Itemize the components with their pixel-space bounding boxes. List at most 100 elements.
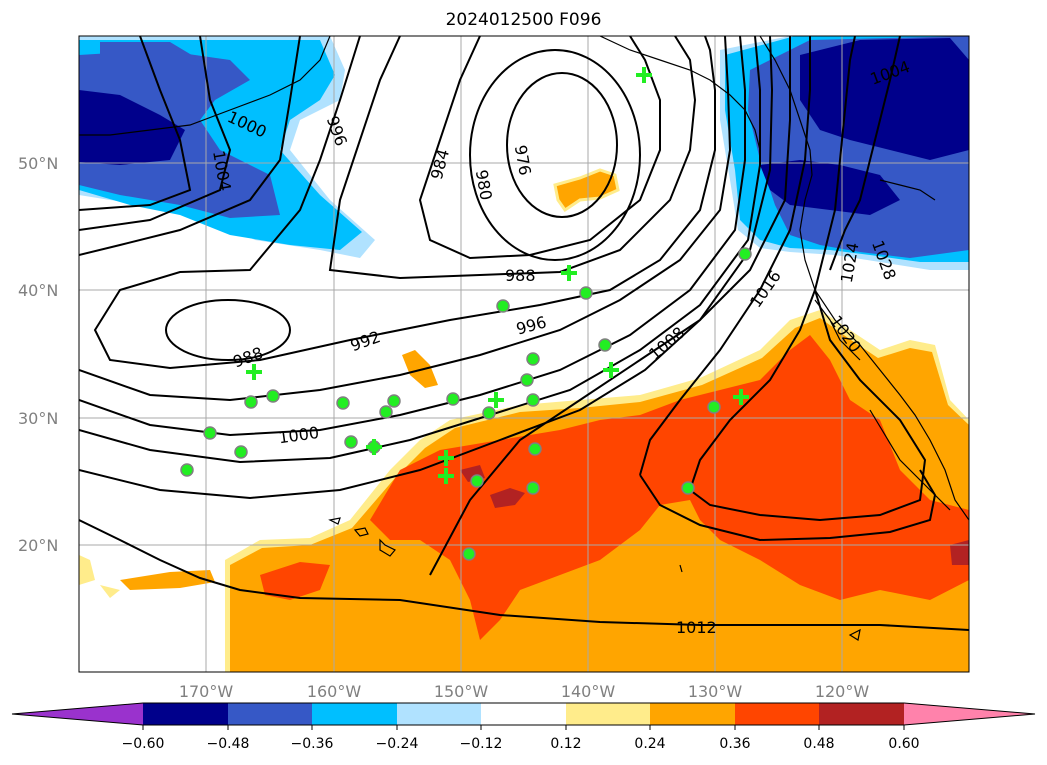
station-circle-marker [470, 474, 484, 488]
isobar-1028 [829, 36, 901, 271]
colorbar-tick-label: 0.24 [634, 736, 665, 752]
colorbar-tick-label: −0.48 [207, 736, 250, 752]
lon-label: 170°W [179, 682, 234, 701]
isobar-1008 [79, 36, 774, 500]
isobar-contours [79, 36, 969, 631]
station-plus-marker [636, 67, 652, 83]
isobar-992 [93, 36, 716, 370]
isobar-1016 [639, 36, 937, 542]
station-circle-marker [462, 547, 476, 561]
station-circle-marker [203, 426, 217, 440]
neg-anomaly-dark-nw [79, 90, 185, 165]
pos-anomaly-light-sw-2 [100, 585, 120, 598]
map-frame [78, 35, 970, 673]
contour-label: 1012 [676, 618, 717, 637]
station-circle-marker [266, 389, 280, 403]
station-markers [180, 247, 752, 561]
colorbar-tick-label: 0.36 [719, 736, 750, 752]
isobar-976 [506, 72, 618, 218]
colorbar-tick-label: 0.48 [803, 736, 834, 752]
colorbar-segment [481, 703, 566, 725]
colorbar-tick-label: 0.60 [888, 736, 919, 752]
isobar-988-low [165, 299, 291, 361]
pos-anomaly-orange-gulf [555, 170, 618, 210]
isobar-1012 [79, 36, 969, 631]
colorbar-segment [397, 703, 481, 725]
station-plus-marker [366, 439, 382, 455]
lon-label: 120°W [815, 682, 870, 701]
station-circle-marker [738, 247, 752, 261]
colorbar-segment [312, 703, 397, 725]
pos-anomaly-red-main [370, 335, 969, 640]
station-circle-marker [379, 405, 393, 419]
colorbar-segment [143, 703, 228, 725]
colorbar: −0.60 −0.48 −0.36 −0.24 −0.12 0.12 0.24 … [11, 702, 1036, 752]
colorbar-tick-label: 0.12 [550, 736, 581, 752]
lon-label: 160°W [307, 682, 362, 701]
isobar-1004 [79, 36, 761, 464]
colorbar-segment [650, 703, 735, 725]
isobar-1000 [79, 36, 746, 437]
station-plus-marker [603, 362, 619, 378]
pos-anomaly-darkred-3 [950, 540, 969, 565]
station-circle-marker [598, 338, 612, 352]
station-plus-marker [246, 364, 262, 380]
station-circle-marker [446, 392, 460, 406]
colorbar-segment [228, 703, 312, 725]
station-plus-markers [246, 67, 749, 484]
station-circle-marker [336, 396, 350, 410]
isobar-980 [469, 49, 641, 261]
colorbar-segment [566, 703, 650, 725]
station-circle-marker [528, 442, 542, 456]
pos-anomaly-red-west [260, 562, 330, 600]
lon-label: 130°W [688, 682, 743, 701]
station-circle-marker [496, 299, 510, 313]
station-circle-marker [387, 394, 401, 408]
contour-label: 988 [505, 266, 536, 285]
isobar-984 [418, 36, 661, 260]
station-circle-marker [707, 400, 721, 414]
station-plus-marker [438, 468, 454, 484]
colorbar-extend-low [12, 703, 143, 725]
isobar-1024 [814, 36, 856, 291]
isobar-996 [79, 36, 732, 402]
station-plus-marker [733, 389, 749, 405]
station-circle-marker [482, 406, 496, 420]
lat-label: 40°N [18, 281, 58, 300]
colorbar-segment [819, 703, 904, 725]
pos-anomaly-light-gulf [553, 168, 620, 213]
station-circle-marker [526, 352, 540, 366]
station-circle-marker [520, 373, 534, 387]
pos-anomaly-light-sw [79, 555, 95, 585]
station-circle-marker [180, 463, 194, 477]
isobar-988 [328, 36, 697, 280]
colorbar-segment [735, 703, 819, 725]
graticule [79, 36, 969, 672]
station-plus-marker [438, 450, 454, 466]
colorbar-tick-label: −0.24 [376, 736, 419, 752]
neg-anomaly-dark-ne-2 [760, 160, 900, 215]
station-circle-marker [344, 435, 358, 449]
colorbar-tick-label: −0.12 [460, 736, 503, 752]
lon-label: 150°W [434, 682, 489, 701]
pos-anomaly-darkred-1 [490, 488, 525, 508]
station-circle-marker [526, 393, 540, 407]
colorbar-tick-label: −0.60 [122, 736, 165, 752]
lon-label: 140°W [561, 682, 616, 701]
map-area: 1000 1004 996 984 980 976 988 992 996 98… [79, 36, 969, 672]
station-circle-marker [234, 445, 248, 459]
lat-label: 30°N [18, 409, 58, 428]
station-circle-marker [526, 481, 540, 495]
station-circle-marker [681, 481, 695, 495]
lat-label: 20°N [18, 536, 58, 555]
colorbar-extend-high [904, 703, 1035, 725]
isobar-1020 [688, 286, 927, 522]
station-circle-marker [244, 395, 258, 409]
longitude-labels: 170°W 160°W 150°W 140°W 130°W 120°W [179, 682, 870, 701]
colorbar-tick-label: −0.36 [291, 736, 334, 752]
station-plus-marker [488, 392, 504, 408]
latitude-labels: 50°N 40°N 30°N 20°N [18, 154, 58, 555]
lat-label: 50°N [18, 154, 58, 173]
neg-anomaly-blue-nw-top [100, 42, 200, 70]
